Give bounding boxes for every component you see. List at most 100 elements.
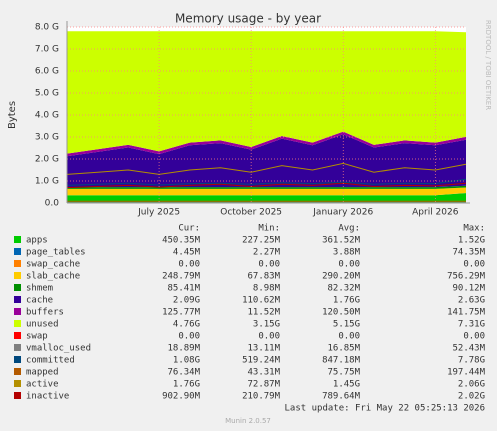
y-tick-label: 3.0 G — [35, 133, 59, 143]
legend-label: swap_cache — [26, 260, 80, 270]
legend-swatch — [14, 344, 21, 351]
stat-header: Min: — [258, 224, 280, 234]
stat-header: Avg: — [338, 224, 360, 234]
stat-value: 141.75M — [447, 308, 486, 318]
area — [67, 134, 466, 188]
y-tick-label: 0.0 — [45, 199, 60, 209]
stat-value: 902.90M — [162, 392, 201, 402]
stat-value: 1.76G — [173, 380, 200, 390]
area — [67, 193, 466, 203]
stat-value: 90.12M — [452, 284, 485, 294]
stat-value: 0.00 — [178, 332, 200, 342]
stat-value: 125.77M — [162, 308, 201, 318]
legend-label: page_tables — [26, 248, 86, 258]
stat-value: 248.79M — [162, 272, 201, 282]
legend-swatch — [14, 236, 21, 243]
stat-value: 2.09G — [173, 296, 200, 306]
stat-value: 11.52M — [247, 308, 280, 318]
x-tick-label: July 2025 — [137, 208, 180, 218]
stat-value: 16.85M — [327, 344, 360, 354]
legend-swatch — [14, 260, 21, 267]
stat-value: 82.32M — [327, 284, 360, 294]
legend-label: slab_cache — [26, 272, 80, 282]
stat-value: 110.62M — [242, 296, 281, 306]
stat-value: 4.45M — [173, 248, 201, 258]
line — [66, 182, 467, 189]
stat-value: 227.25M — [242, 236, 281, 246]
stat-value: 72.87M — [247, 380, 280, 390]
area — [67, 185, 466, 189]
x-tick-label: October 2025 — [220, 208, 282, 218]
stat-value: 18.89M — [167, 344, 200, 354]
legend-swatch — [14, 308, 21, 315]
stat-value: 43.31M — [247, 368, 280, 378]
x-tick-label: January 2026 — [312, 208, 373, 218]
stat-value: 4.76G — [173, 320, 200, 330]
legend-swatch — [14, 332, 21, 339]
stat-value: 210.79M — [242, 392, 281, 402]
legend-label: buffers — [26, 308, 64, 318]
stat-value: 789.64M — [322, 392, 361, 402]
stat-value: 1.08G — [173, 356, 200, 366]
stat-value: 2.27M — [253, 248, 281, 258]
legend-label: unused — [26, 320, 59, 330]
stat-value: 0.00 — [338, 332, 360, 342]
stat-value: 67.83M — [247, 272, 280, 282]
stat-value: 2.02G — [458, 392, 485, 402]
stat-value: 3.15G — [253, 320, 280, 330]
stat-value: 756.29M — [447, 272, 486, 282]
stat-value: 76.34M — [167, 368, 200, 378]
stat-value: 361.52M — [322, 236, 361, 246]
legend-swatch — [14, 380, 21, 387]
y-tick-label: 7.0 G — [35, 45, 59, 55]
stat-value: 7.31G — [458, 320, 485, 330]
footer: Munin 2.0.57 — [225, 417, 271, 425]
area — [67, 31, 466, 154]
legend-label: committed — [26, 356, 75, 366]
stat-value: 1.45G — [333, 380, 360, 390]
stat-value: 519.24M — [242, 356, 281, 366]
legend-swatch — [14, 272, 21, 279]
stat-value: 5.15G — [333, 320, 360, 330]
line — [66, 178, 467, 186]
legend-swatch — [14, 248, 21, 255]
legend-label: active — [26, 380, 59, 390]
legend-swatch — [14, 284, 21, 291]
stat-value: 0.00 — [258, 260, 280, 270]
area — [67, 187, 466, 196]
stat-value: 0.00 — [463, 332, 485, 342]
watermark: RRDTOOL / TOBI OETIKER — [484, 20, 492, 110]
y-tick-label: 2.0 G — [35, 155, 59, 165]
chart-title: Memory usage - by year — [175, 12, 321, 26]
y-axis-label: Bytes — [7, 101, 18, 129]
legend-label: inactive — [26, 392, 69, 402]
y-tick-label: 5.0 G — [35, 89, 59, 99]
stat-value: 0.00 — [178, 260, 200, 270]
stat-header: Max: — [463, 224, 485, 234]
stat-value: 74.35M — [452, 248, 485, 258]
stat-value: 0.00 — [463, 260, 485, 270]
y-tick-label: 6.0 G — [35, 67, 59, 77]
stat-value: 2.06G — [458, 380, 485, 390]
legend-swatch — [14, 296, 21, 303]
legend-label: mapped — [26, 368, 59, 378]
stat-value: 85.41M — [167, 284, 200, 294]
stat-value: 290.20M — [322, 272, 361, 282]
legend-label: shmem — [26, 284, 53, 294]
y-tick-label: 4.0 G — [35, 111, 59, 121]
y-tick-label: 8.0 G — [35, 23, 59, 33]
stat-value: 75.75M — [327, 368, 360, 378]
stat-header: Cur: — [178, 224, 200, 234]
stat-value: 0.00 — [258, 332, 280, 342]
legend-label: vmalloc_used — [26, 344, 91, 354]
x-tick-label: April 2026 — [412, 208, 459, 218]
stat-value: 3.88M — [333, 248, 361, 258]
legend-swatch — [14, 368, 21, 375]
legend-label: swap — [26, 332, 48, 342]
stat-value: 120.50M — [322, 308, 361, 318]
legend-swatch — [14, 356, 21, 363]
legend-swatch — [14, 392, 21, 399]
legend-label: cache — [26, 296, 53, 306]
y-tick-label: 1.0 G — [35, 177, 59, 187]
